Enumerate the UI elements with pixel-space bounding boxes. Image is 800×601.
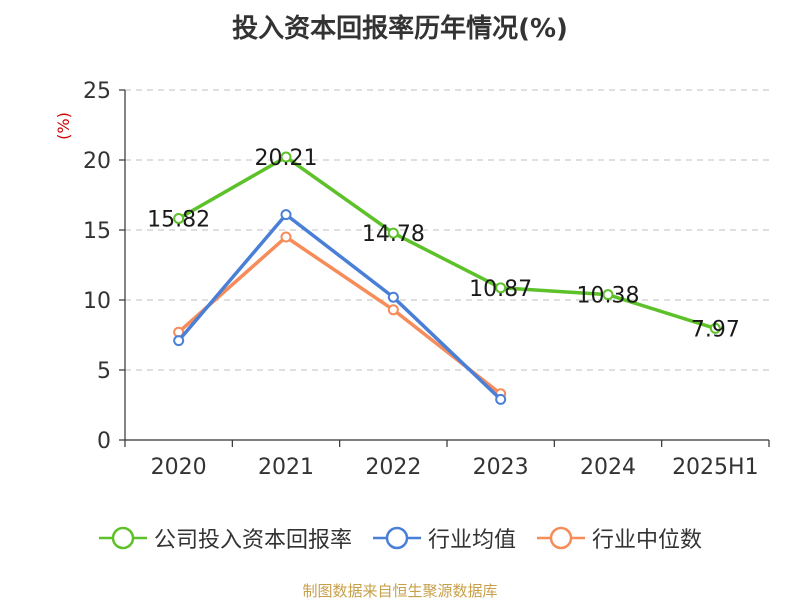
data-point	[280, 209, 292, 221]
y-tick-label: 5	[97, 359, 111, 384]
data-point	[173, 335, 185, 347]
data-point	[280, 231, 292, 243]
x-tick-label: 2023	[473, 455, 529, 480]
y-tick-label: 0	[97, 429, 111, 454]
y-tick-label: 10	[83, 289, 111, 314]
data-point	[602, 289, 614, 301]
legend-item[interactable]: 行业均值	[372, 522, 516, 554]
x-tick-label: 2021	[258, 455, 314, 480]
data-label: 10.87	[469, 277, 532, 302]
y-tick-label: 15	[83, 219, 111, 244]
series-line	[177, 212, 502, 401]
data-point	[387, 227, 399, 239]
y-tick-label: 20	[83, 149, 111, 174]
series-line	[177, 235, 502, 396]
data-label: 10.38	[577, 284, 640, 309]
data-point	[709, 322, 721, 334]
legend-marker	[111, 526, 135, 550]
source-note: 制图数据来自恒生聚源数据库	[302, 582, 498, 600]
series-line	[177, 155, 716, 331]
x-tick-label: 2025H1	[672, 455, 759, 480]
y-tick-label: 25	[83, 79, 111, 104]
x-tick-label: 2024	[580, 455, 636, 480]
legend-swatch-icon	[98, 526, 147, 550]
data-label: 14.78	[362, 222, 425, 247]
legend-marker	[549, 526, 573, 550]
legend-label: 行业中位数	[592, 528, 703, 553]
x-tick-label: 2020	[151, 455, 207, 480]
data-point	[387, 291, 399, 303]
legend-item[interactable]: 行业中位数	[536, 522, 702, 554]
chart-title: 投入资本回报率历年情况(%)	[232, 14, 568, 44]
data-point	[173, 213, 185, 225]
legend-marker	[385, 526, 409, 550]
legend-label: 公司投入资本回报率	[153, 528, 352, 553]
legend-swatch-icon	[537, 526, 585, 550]
legend-label: 行业均值	[427, 528, 516, 553]
legend-item[interactable]: 公司投入资本回报率	[98, 522, 352, 554]
data-point	[495, 393, 507, 405]
legend-swatch-icon	[372, 526, 421, 550]
data-point	[280, 151, 292, 163]
x-tick-label: 2022	[365, 455, 421, 480]
data-label: 20.21	[255, 146, 318, 171]
legend: 公司投入资本回报率 行业均值 行业中位数	[0, 518, 800, 558]
y-axis-label: (%)	[54, 112, 73, 140]
data-point	[387, 304, 399, 316]
data-point	[495, 282, 507, 294]
data-label: 7.97	[691, 317, 740, 342]
data-label: 15.82	[147, 208, 210, 233]
